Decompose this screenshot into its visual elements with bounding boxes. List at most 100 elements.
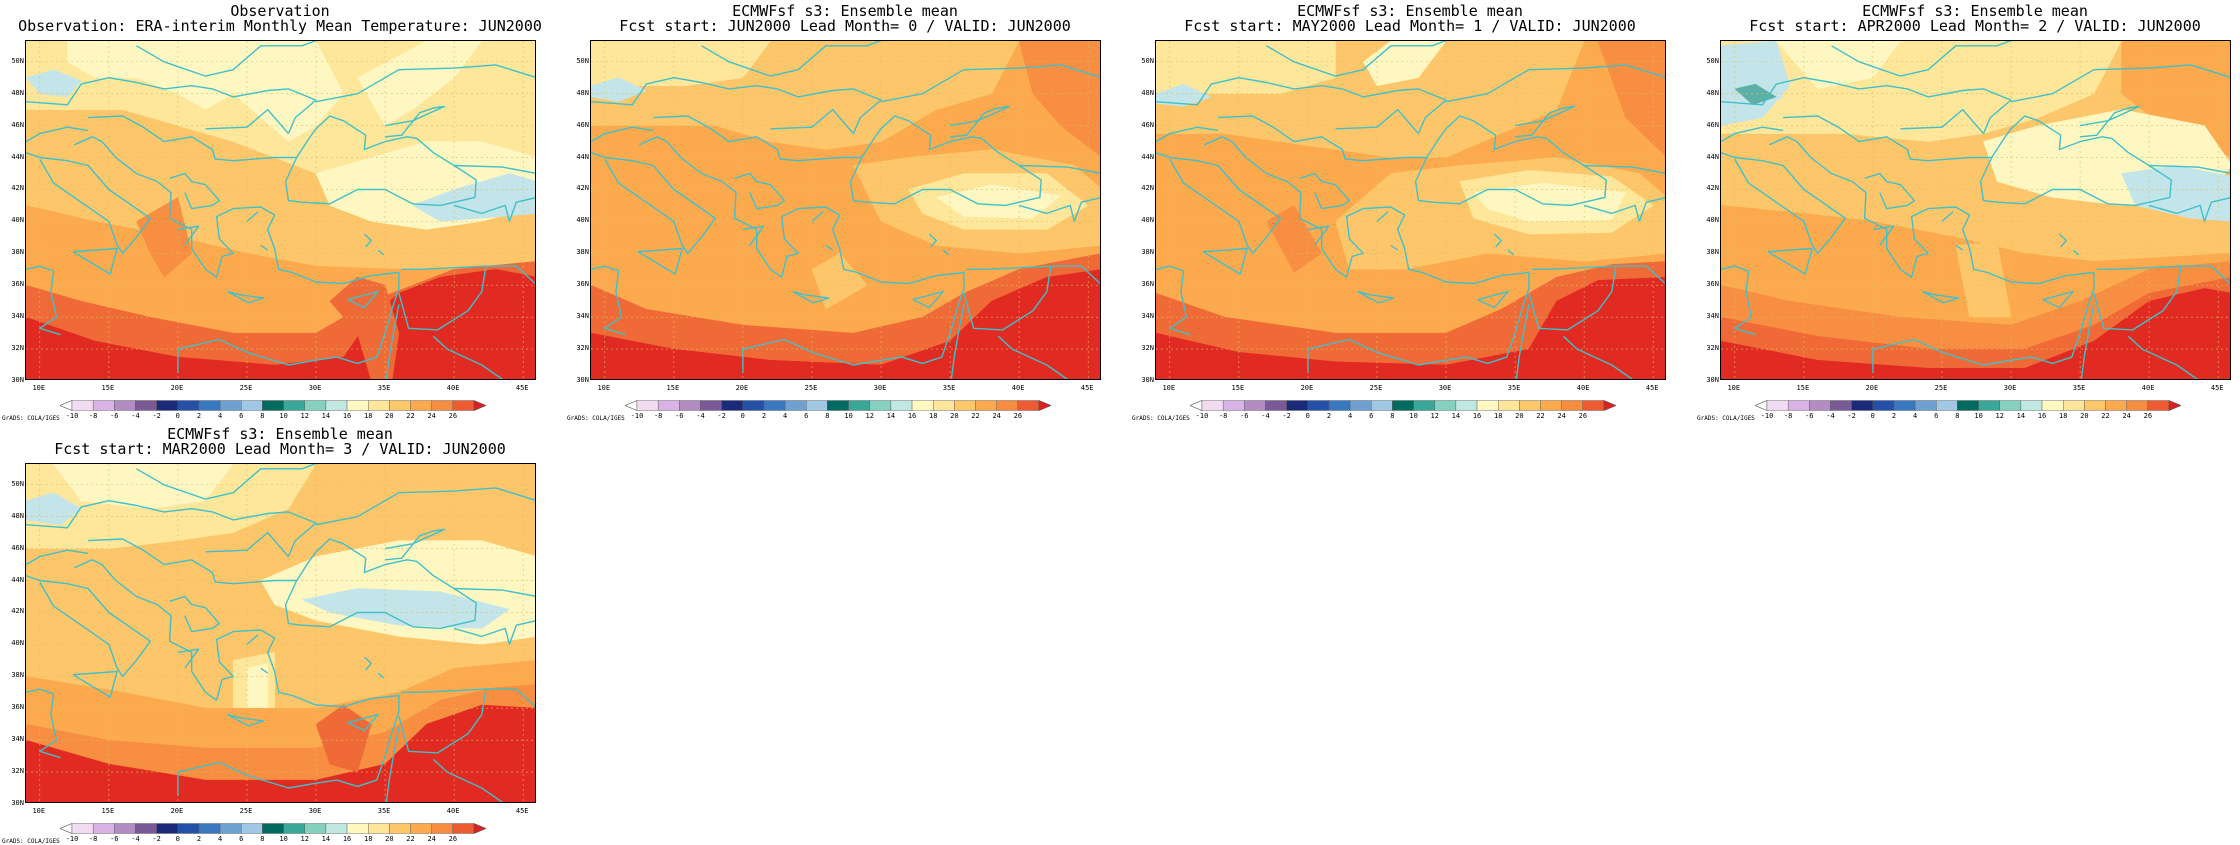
colorbar-label: -10	[1760, 412, 1774, 420]
colorbar-label: 6	[1369, 412, 1374, 420]
colorbar-segment	[1244, 400, 1266, 411]
colorbar-label: 10	[279, 412, 288, 420]
lon-tick-label: 35E	[377, 384, 391, 392]
colorbar-segment	[346, 823, 369, 834]
lon-tick-label: 45E	[2210, 384, 2224, 392]
coastline	[315, 64, 535, 103]
coastline	[1767, 247, 1813, 275]
temperature-contour-fill	[315, 704, 372, 773]
colorbar-segment	[325, 823, 348, 834]
colorbar-label: 16	[342, 835, 352, 843]
panel-subtitle: Observation: ERA-interim Monthly Mean Te…	[18, 17, 542, 35]
coastline	[26, 265, 61, 336]
colorbar	[1755, 400, 2181, 411]
colorbar-label: -2	[152, 835, 161, 843]
coastline	[1528, 265, 1617, 331]
coastline	[2010, 64, 2230, 103]
lon-tick-label: 45E	[1645, 384, 1659, 392]
colorbar-segment	[1582, 400, 1605, 411]
colorbar-segment	[1328, 400, 1351, 411]
colorbar-segment	[114, 400, 136, 411]
colorbar-label: -4	[1261, 412, 1270, 420]
colorbar-label: 14	[1451, 412, 1461, 420]
temperature-contour-fill	[1018, 41, 1100, 157]
colorbar-segment	[806, 400, 828, 411]
lat-tick-label: 36N	[1141, 280, 1154, 289]
lon-tick-label: 15E	[1796, 384, 1810, 392]
coastline	[453, 627, 511, 645]
lat-tick-label: 50N	[11, 479, 24, 488]
colorbar-label: 8	[1955, 412, 1960, 420]
colorbar-segment	[304, 823, 327, 834]
lon-tick-label: 15E	[101, 384, 115, 392]
colorbar-segment	[763, 400, 786, 411]
lat-tick-label: 42N	[11, 607, 24, 616]
colorbar-segment	[473, 823, 486, 834]
colorbar-label: 14	[321, 835, 331, 843]
colorbar-label: -8	[1783, 412, 1793, 420]
panel-title: ECMWFsf s3: Ensemble mean	[1862, 2, 2088, 20]
lon-tick-label: 10E	[597, 384, 611, 392]
colorbar-label: 6	[804, 412, 809, 420]
colorbar-segment	[1201, 400, 1224, 411]
colorbar-segment	[283, 823, 305, 834]
colorbar-segment	[1038, 400, 1051, 411]
colorbar-segment	[1371, 400, 1393, 411]
coastline	[1018, 204, 1076, 222]
colorbar-segment	[975, 400, 997, 411]
colorbar-segment	[869, 400, 892, 411]
panel-subtitle: Fcst start: MAY2000 Lead Month= 1 / VALI…	[1184, 17, 1636, 35]
coastline	[1721, 152, 1847, 255]
temperature-contour-fill	[1156, 83, 1212, 107]
coastline	[26, 688, 61, 759]
colorbar-label: 26	[1578, 412, 1588, 420]
lat-tick-label: 46N	[576, 120, 589, 129]
coastline	[997, 335, 1069, 379]
coastline	[169, 172, 221, 210]
colorbar-label: -4	[696, 412, 705, 420]
coastline	[26, 549, 89, 566]
coastline	[26, 575, 152, 678]
colorbar-segment	[2105, 400, 2127, 411]
lon-tick-label: 45E	[515, 807, 529, 815]
coastline	[508, 197, 535, 222]
colorbar-segment	[1978, 400, 2000, 411]
lon-tick-label: 40E	[1011, 384, 1025, 392]
colorbar-segment	[2084, 400, 2106, 411]
coastline	[880, 64, 1100, 103]
lat-tick-label: 50N	[1706, 56, 1719, 65]
coastline	[347, 713, 379, 732]
coastline	[912, 290, 944, 309]
coastline	[136, 464, 317, 500]
lon-tick-label: 35E	[377, 807, 391, 815]
lat-tick-label: 34N	[11, 312, 24, 321]
colorbar-label: 26	[2143, 412, 2153, 420]
lat-tick-label: 30N	[11, 376, 24, 384]
colorbar-label: 0	[175, 835, 180, 843]
coastline	[1783, 115, 1992, 162]
coastline	[1445, 64, 1665, 103]
coastline	[1721, 77, 2012, 134]
colorbar-segment	[1540, 400, 1562, 411]
lat-tick-label: 50N	[11, 56, 24, 65]
colorbar-label: 24	[427, 412, 436, 420]
colorbar-label: 22	[971, 412, 980, 420]
temperature-contour-fill	[1597, 41, 1665, 156]
coastline	[1721, 126, 1784, 143]
coastline	[1156, 152, 1282, 255]
colorbar-segment	[325, 400, 348, 411]
colorbar-label: 8	[1390, 412, 1395, 420]
colorbar-segment	[135, 400, 157, 411]
coastline	[1390, 244, 1399, 251]
coastline	[177, 648, 200, 669]
coastline	[849, 115, 1042, 207]
colorbar-segment	[60, 823, 73, 834]
temperature-contour-fill	[301, 588, 510, 629]
coastline	[26, 126, 89, 143]
coastline	[950, 304, 965, 379]
lat-tick-label: 48N	[1141, 88, 1154, 97]
colorbar-segment	[2063, 400, 2085, 411]
coastline	[2042, 290, 2074, 309]
colorbar-segment	[1603, 400, 1616, 411]
lon-tick-label: 20E	[1300, 384, 1314, 392]
